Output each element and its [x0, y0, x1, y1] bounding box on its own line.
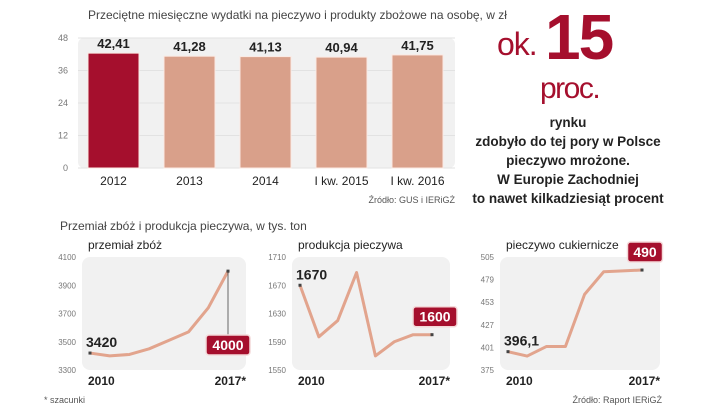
last-value-label: 4000	[212, 337, 243, 353]
data-point-first	[88, 351, 92, 355]
y-tick-label: 1630	[268, 310, 286, 319]
bar-value-label: 42,41	[97, 36, 130, 51]
data-point-last	[640, 268, 644, 272]
callout-line: pieczywo mrożone.	[506, 153, 630, 168]
bar-category-label: 2014	[252, 174, 279, 188]
data-point-last	[430, 333, 434, 337]
bar-value-label: 41,75	[401, 38, 434, 53]
y-tick-label: 1590	[268, 338, 286, 347]
section2-source: Źródło: Raport IERiGŻ	[572, 395, 662, 405]
y-tick-label: 453	[481, 298, 495, 307]
y-tick-label: 48	[58, 33, 68, 43]
x-tick-label: 2010	[298, 374, 325, 388]
y-tick-label: 1670	[268, 281, 286, 290]
y-tick-label: 4100	[58, 253, 76, 262]
last-value-label: 1600	[419, 309, 450, 325]
y-tick-label: 479	[481, 276, 495, 285]
data-line	[507, 268, 643, 358]
x-tick-label: 2017*	[629, 374, 661, 388]
callout-unit: proc.	[540, 72, 601, 105]
bar-category-label: I kw. 2015	[314, 174, 368, 188]
y-tick-label: 3500	[58, 338, 76, 347]
bar-value-label: 40,94	[325, 40, 358, 55]
y-tick-label: 427	[481, 321, 495, 330]
first-value-label: 1670	[296, 266, 327, 282]
last-value-box	[412, 305, 458, 328]
data-point-first	[506, 350, 510, 354]
bar-value-label: 41,13	[249, 40, 282, 55]
callout-line: W Europie Zachodniej	[497, 172, 639, 187]
bar-value-label: 41,28	[173, 39, 206, 54]
first-value-label: 396,1	[504, 333, 539, 349]
y-tick-label: 24	[58, 98, 68, 108]
y-tick-label: 3900	[58, 281, 76, 290]
bar-category-label: 2013	[176, 174, 203, 188]
bar-chart-source: Źródło: GUS i IERiGŻ	[368, 195, 455, 205]
callout-number: 15	[545, 1, 614, 73]
line-chart-title: produkcja pieczywa	[298, 238, 403, 252]
callout-line: zdobyło do tej pory w Polsce	[475, 134, 661, 149]
y-tick-label: 1550	[268, 366, 286, 375]
data-point-first	[298, 283, 302, 287]
first-value-label: 3420	[86, 334, 117, 350]
bar-chart-title: Przeciętne miesięczne wydatki na pieczyw…	[88, 8, 507, 22]
line-chart-title: pieczywo cukiernicze	[506, 238, 619, 252]
line-plot-background	[292, 257, 450, 370]
callout-line: rynku	[549, 115, 587, 130]
y-tick-label: 36	[58, 66, 68, 76]
last-value-label: 490	[633, 244, 657, 260]
y-tick-label: 505	[481, 253, 495, 262]
bar	[315, 56, 368, 169]
x-tick-label: 2017*	[419, 374, 451, 388]
callout-prefix: ok.	[497, 26, 538, 62]
bar	[391, 54, 444, 169]
bar	[163, 55, 216, 169]
y-tick-label: 0	[63, 163, 68, 173]
x-tick-label: 2017*	[215, 374, 247, 388]
data-line	[89, 270, 230, 358]
x-tick-label: 2010	[88, 374, 115, 388]
last-value-box	[626, 241, 664, 263]
callout-text: rynku zdobyło do tej pory w Polsce piecz…	[448, 113, 688, 208]
callout-line: to nawet kilkadziesiąt procent	[472, 191, 664, 206]
bar-category-label: I kw. 2016	[390, 174, 444, 188]
y-tick-label: 3300	[58, 366, 76, 375]
x-tick-label: 2010	[506, 374, 533, 388]
last-value-box	[205, 334, 251, 356]
bar-category-label: 2012	[100, 174, 127, 188]
y-tick-label: 12	[58, 131, 68, 141]
y-tick-label: 3700	[58, 310, 76, 319]
section2-title: Przemiał zbóż i produkcja pieczywa, w ty…	[60, 219, 307, 233]
y-tick-label: 401	[481, 343, 495, 352]
line-plot-background	[500, 257, 660, 370]
y-tick-label: 375	[481, 366, 495, 375]
bar	[87, 52, 140, 169]
line-plot-background	[82, 257, 246, 370]
y-tick-label: 1710	[268, 253, 286, 262]
footnote: * szacunki	[44, 395, 86, 405]
data-line	[298, 271, 432, 358]
bar	[239, 56, 292, 169]
line-chart-title: przemiał zbóż	[88, 238, 162, 252]
